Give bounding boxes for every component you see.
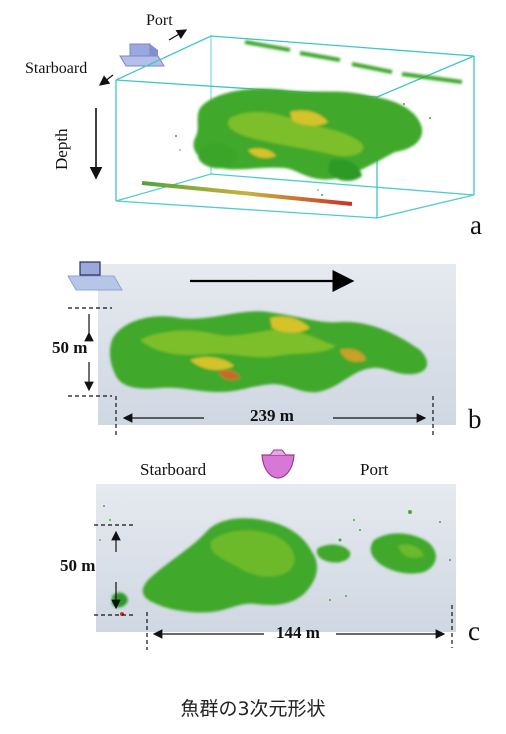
figure-caption: 魚群の3次元形状 bbox=[180, 698, 326, 720]
seabed-echo-a bbox=[141, 181, 353, 206]
starboard-label-a: Starboard bbox=[25, 60, 88, 77]
width-label-b: 239 m bbox=[250, 406, 294, 425]
hull-icon bbox=[261, 454, 295, 479]
ship-icon bbox=[119, 43, 165, 67]
panel-letter-b: b bbox=[468, 404, 482, 434]
noise-dots-c bbox=[99, 505, 451, 601]
depth-label: Depth bbox=[52, 128, 71, 170]
port-label-c: Port bbox=[360, 460, 389, 479]
width-label-c: 144 m bbox=[276, 623, 320, 642]
port-direction-arrow bbox=[168, 29, 188, 41]
panel-a bbox=[89, 29, 475, 219]
panel-letter-a: a bbox=[470, 210, 482, 240]
fish-school-3d bbox=[193, 88, 423, 181]
panel-letter-c: c bbox=[468, 616, 480, 646]
panel-b bbox=[67, 261, 456, 436]
ship-icon-b bbox=[67, 261, 123, 291]
dimension-lines-c bbox=[94, 524, 453, 650]
starboard-direction-arrow bbox=[98, 74, 114, 86]
dimension-lines-b bbox=[68, 307, 434, 436]
port-label-a: Port bbox=[146, 12, 173, 29]
starboard-label-c: Starboard bbox=[140, 460, 207, 479]
fish-school-cross-section bbox=[112, 518, 436, 613]
height-label-c: 50 m bbox=[60, 556, 96, 575]
fish-school-side bbox=[109, 311, 428, 393]
surface-echo-band bbox=[244, 40, 463, 84]
noise-dots-a bbox=[175, 103, 431, 196]
survey-volume-box bbox=[115, 35, 475, 219]
height-label-b: 50 m bbox=[52, 338, 88, 357]
panel-c bbox=[94, 449, 456, 650]
